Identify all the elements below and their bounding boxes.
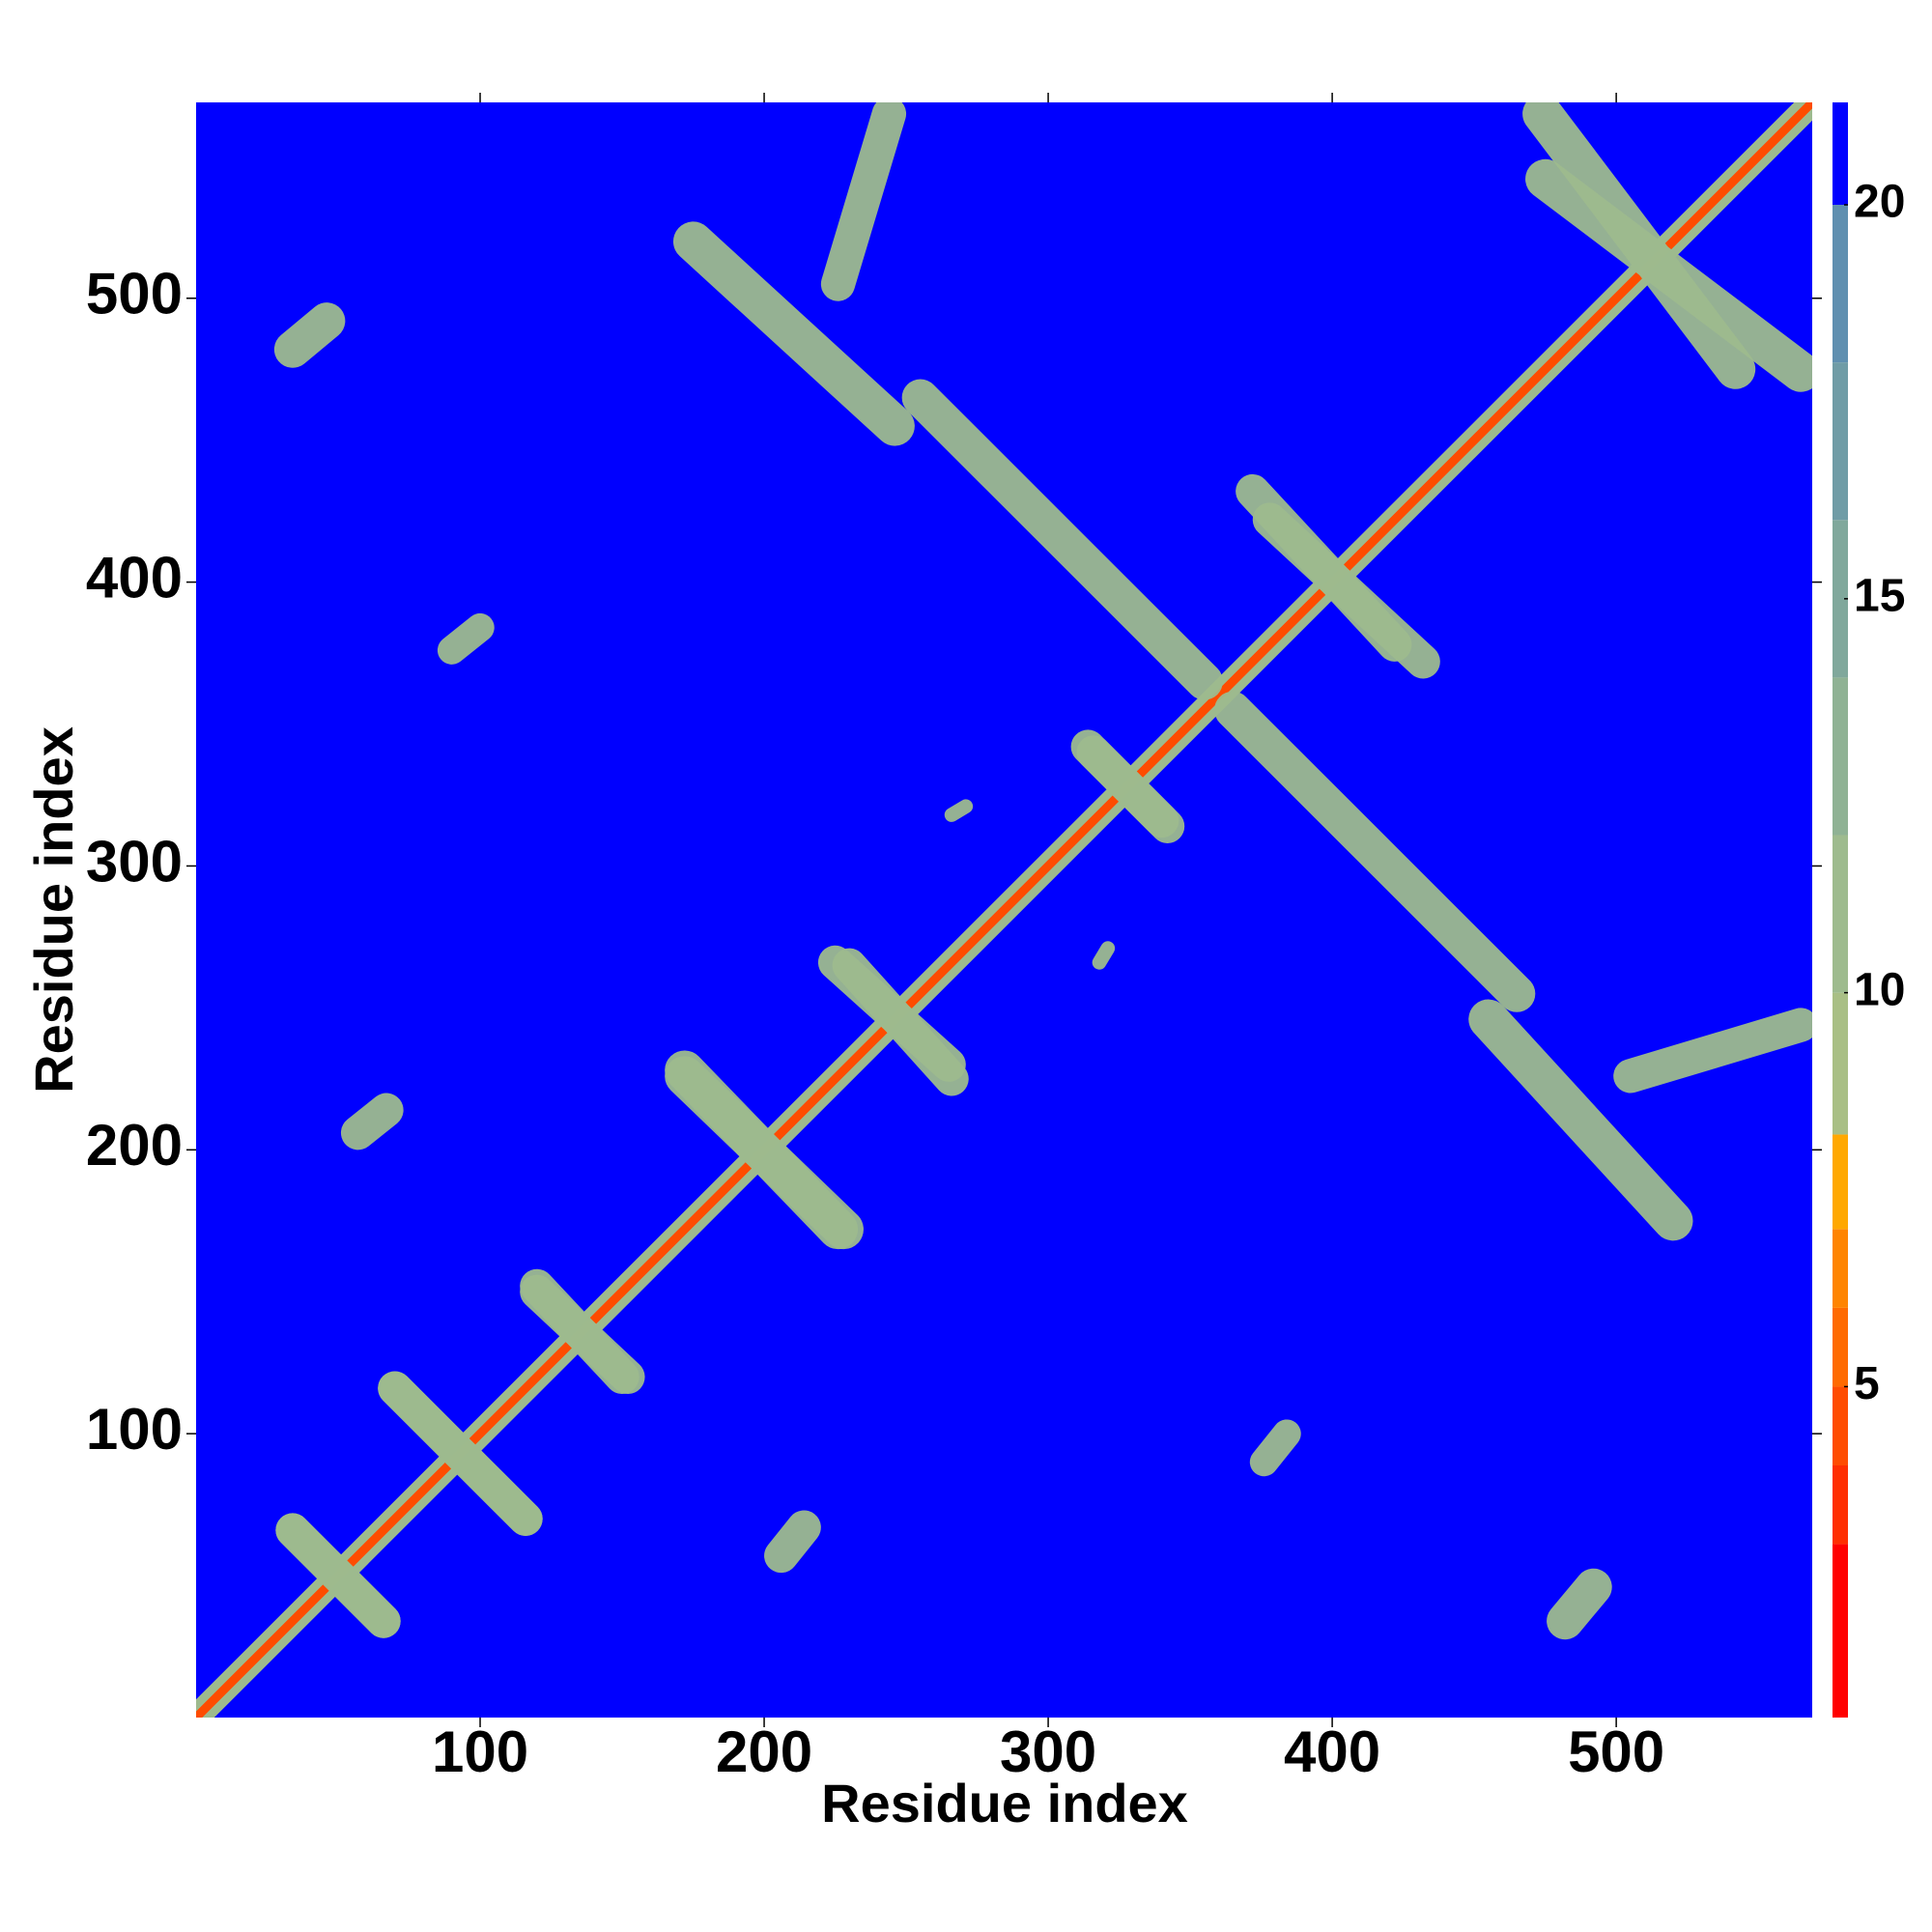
colorbar-tick-label: 15 bbox=[1854, 571, 1905, 622]
contact-feature-mirror bbox=[944, 799, 974, 822]
x-tick-label: 500 bbox=[1568, 1719, 1664, 1784]
contact-feature bbox=[1468, 999, 1693, 1241]
y-tick-label: 200 bbox=[86, 1113, 183, 1178]
contact-feature-mirror bbox=[665, 1050, 859, 1250]
colorbar-level bbox=[1833, 205, 1848, 363]
heatmap-features bbox=[196, 102, 1812, 1718]
contact-feature-mirror bbox=[378, 1371, 543, 1536]
contact-feature-mirror bbox=[520, 1274, 645, 1395]
colorbar-level bbox=[1833, 520, 1848, 678]
y-tick-label: 100 bbox=[86, 1397, 183, 1462]
colorbar-level bbox=[1833, 1544, 1848, 1718]
contact-feature-mirror bbox=[1076, 735, 1185, 843]
contact-feature-mirror bbox=[1522, 102, 1756, 389]
contact-feature bbox=[1613, 1008, 1812, 1094]
contact-feature-mirror bbox=[820, 102, 907, 301]
contact-feature-mirror bbox=[1236, 473, 1412, 662]
x-axis-label: Residue index bbox=[821, 1773, 1188, 1833]
y-tick-label: 500 bbox=[86, 262, 183, 327]
y-tick-label: 400 bbox=[86, 545, 183, 610]
contact-feature-mirror bbox=[901, 379, 1223, 700]
colorbar-level bbox=[1833, 992, 1848, 1135]
x-tick-label: 100 bbox=[432, 1719, 528, 1784]
x-tick-label: 400 bbox=[1284, 1719, 1380, 1784]
contact-feature-mirror bbox=[275, 1513, 401, 1638]
colorbar-level bbox=[1833, 1386, 1848, 1466]
contact-feature bbox=[1547, 1568, 1612, 1640]
x-tick-label: 200 bbox=[716, 1719, 812, 1784]
colorbar-level bbox=[1833, 1307, 1848, 1387]
colorbar-level bbox=[1833, 362, 1848, 521]
contact-feature-mirror bbox=[437, 612, 495, 665]
colorbar-tick-label: 20 bbox=[1854, 177, 1905, 228]
colorbar-level bbox=[1833, 835, 1848, 993]
colorbar-tick-label: 10 bbox=[1854, 964, 1905, 1015]
y-axis-label: Residue index bbox=[23, 726, 84, 1094]
x-tick-label: 300 bbox=[1000, 1719, 1096, 1784]
contact-feature-mirror bbox=[832, 948, 969, 1096]
contact-feature-mirror bbox=[672, 221, 915, 446]
colorbar-level bbox=[1833, 677, 1848, 836]
contact-feature-mirror bbox=[273, 302, 346, 368]
colorbar-level bbox=[1833, 1229, 1848, 1308]
contact-feature bbox=[1214, 691, 1536, 1012]
contact-feature bbox=[1249, 1419, 1301, 1477]
colorbar-level bbox=[1833, 1465, 1848, 1545]
contact-feature-mirror bbox=[340, 1093, 404, 1151]
colorbar-level bbox=[1833, 102, 1848, 206]
y-tick-label: 300 bbox=[86, 829, 183, 894]
contact-feature bbox=[764, 1510, 821, 1574]
contact-feature bbox=[1092, 941, 1116, 970]
colorbar-tick-label: 5 bbox=[1854, 1358, 1880, 1409]
colorbar-level bbox=[1833, 1134, 1848, 1230]
